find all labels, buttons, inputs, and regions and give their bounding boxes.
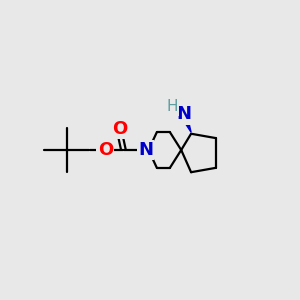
- Text: O: O: [98, 141, 113, 159]
- Text: N: N: [138, 141, 153, 159]
- Text: N: N: [176, 105, 191, 123]
- Text: O: O: [112, 120, 127, 138]
- Polygon shape: [183, 117, 191, 132]
- Text: H: H: [167, 100, 178, 115]
